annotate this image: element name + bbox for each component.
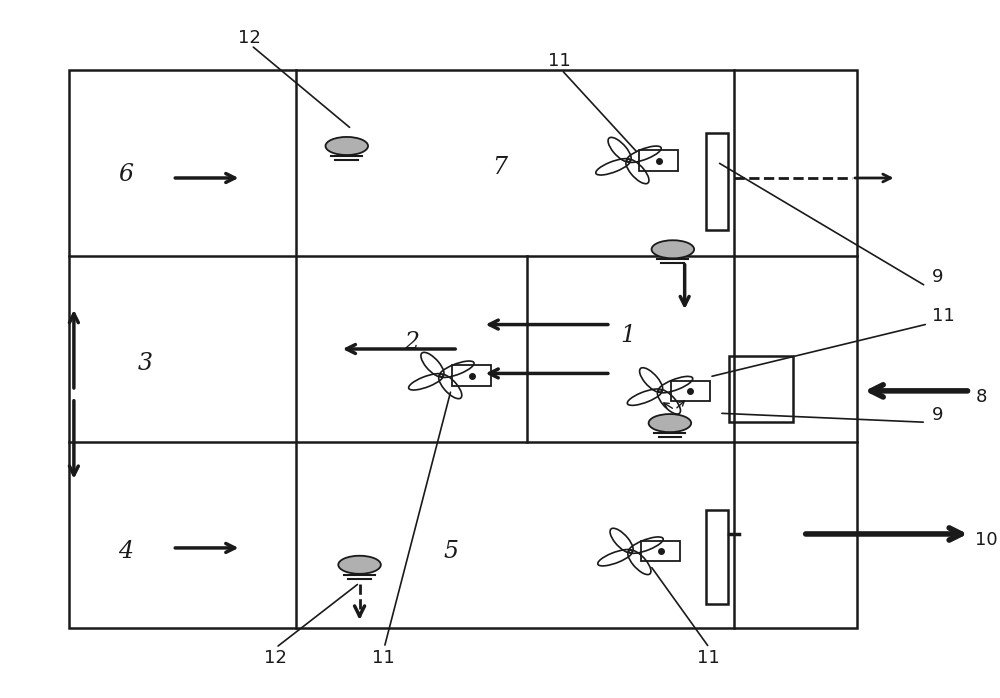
Bar (706, 133, 728, 230)
Text: 11: 11 (548, 52, 570, 70)
Ellipse shape (338, 556, 381, 574)
Text: 11: 11 (372, 649, 395, 667)
Text: 12: 12 (264, 649, 287, 667)
Bar (452, 366, 491, 385)
Bar (69, 70, 857, 628)
Bar (639, 151, 678, 170)
Text: 9: 9 (932, 268, 943, 286)
Text: 4: 4 (118, 540, 133, 563)
Text: 11: 11 (932, 307, 955, 325)
Ellipse shape (325, 137, 368, 155)
Bar (706, 510, 728, 604)
Text: 1: 1 (621, 324, 636, 347)
Text: 9: 9 (932, 406, 943, 424)
Text: 2: 2 (404, 331, 419, 354)
Text: 6: 6 (118, 163, 133, 186)
Text: 12: 12 (238, 29, 261, 47)
Text: 3: 3 (138, 352, 153, 375)
Text: 11: 11 (697, 649, 720, 667)
Text: 8: 8 (975, 388, 987, 406)
Bar (671, 381, 710, 401)
Ellipse shape (649, 414, 691, 432)
Text: 7: 7 (493, 156, 508, 179)
Bar (641, 542, 680, 561)
Text: 5: 5 (443, 540, 458, 563)
Text: 10: 10 (975, 531, 998, 549)
Bar (729, 356, 793, 422)
Ellipse shape (652, 240, 694, 258)
